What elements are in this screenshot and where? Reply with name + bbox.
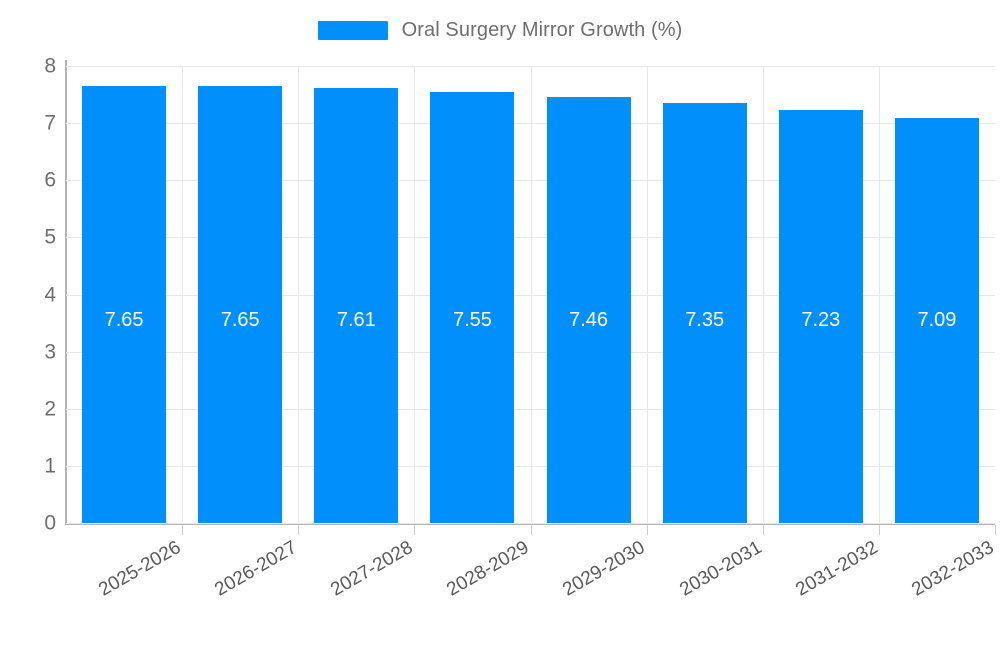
bar-value-label: 7.09 xyxy=(917,309,957,331)
gridline-vertical xyxy=(879,66,880,523)
bar-value-label: 7.35 xyxy=(685,309,725,331)
x-axis-tick-mark xyxy=(531,525,532,535)
x-axis-line xyxy=(66,523,995,525)
legend-item-label: Oral Surgery Mirror Growth (%) xyxy=(401,18,683,41)
bar[interactable] xyxy=(82,86,167,523)
y-axis-tick-label: 5 xyxy=(44,225,56,249)
x-axis-tick-mark xyxy=(182,525,183,535)
gridline-vertical xyxy=(414,66,415,523)
gridline-horizontal xyxy=(66,351,995,353)
y-axis-tick-label: 3 xyxy=(44,340,56,364)
y-axis-tick-label: 8 xyxy=(44,54,56,78)
y-axis-tick-labels: 0 1 2 3 4 5 6 7 8 xyxy=(0,0,56,600)
y-axis-tick-label: 4 xyxy=(44,283,56,306)
gridline-vertical xyxy=(531,66,532,523)
gridline-horizontal xyxy=(66,66,995,67)
bar[interactable] xyxy=(778,110,863,523)
bar-value-label: 7.23 xyxy=(801,309,841,331)
legend-color-swatch-icon xyxy=(317,20,388,40)
gridline-horizontal xyxy=(66,123,995,125)
plot-area: 7.65 7.65 7.61 7.55 7.46 7.35 7.23 7.09 xyxy=(66,66,995,524)
y-axis-tick-label: 7 xyxy=(44,111,56,135)
bar[interactable] xyxy=(198,86,283,523)
bar[interactable] xyxy=(894,117,979,523)
bar-value-label: 7.65 xyxy=(220,309,260,331)
gridline-vertical xyxy=(298,66,299,523)
y-axis-tick-label: 1 xyxy=(44,454,56,478)
bar[interactable] xyxy=(314,88,399,523)
y-axis-line xyxy=(65,60,67,525)
y-axis-tick-label: 0 xyxy=(44,511,56,535)
x-axis-tick-mark xyxy=(298,525,299,535)
bar-value-label: 7.61 xyxy=(336,309,376,331)
bar-value-label: 7.55 xyxy=(452,309,492,331)
x-axis-tick-mark xyxy=(879,525,880,535)
gridline-vertical xyxy=(182,66,183,523)
x-axis-tick-mark xyxy=(414,525,415,535)
bar-value-label: 7.65 xyxy=(104,309,144,331)
gridline-horizontal xyxy=(66,465,995,467)
x-axis-tick-mark xyxy=(647,525,648,535)
gridline-vertical xyxy=(763,66,764,523)
legend-item-oral-surgery-mirror-growth[interactable]: Oral Surgery Mirror Growth (%) xyxy=(317,18,683,42)
bar-chart: Oral Surgery Mirror Growth (%) 0 1 2 3 4 5 6 7 8… xyxy=(0,0,1000,601)
bar[interactable] xyxy=(430,91,515,523)
gridline-horizontal xyxy=(66,237,995,239)
chart-legend: Oral Surgery Mirror Growth (%) xyxy=(0,10,1000,50)
y-axis-tick-label: 6 xyxy=(44,168,56,192)
y-axis-tick-label: 2 xyxy=(44,397,56,421)
x-axis-tick-mark xyxy=(995,525,996,535)
bar[interactable] xyxy=(546,96,631,523)
gridline-vertical xyxy=(647,66,648,523)
gridline-horizontal xyxy=(66,523,995,524)
gridline-horizontal xyxy=(66,294,995,296)
gridline-horizontal xyxy=(66,180,995,182)
bar-value-label: 7.46 xyxy=(569,309,609,331)
x-axis-tick-mark xyxy=(763,525,764,535)
bar[interactable] xyxy=(662,103,747,523)
gridline-horizontal xyxy=(66,408,995,410)
